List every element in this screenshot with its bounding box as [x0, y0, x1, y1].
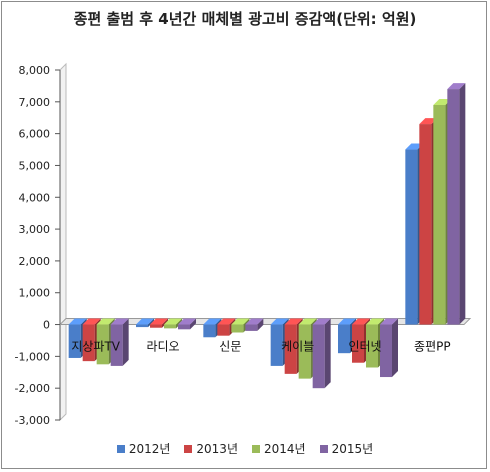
- legend-label: 2012년: [128, 442, 171, 456]
- y-tick-label: -2,000: [15, 382, 50, 395]
- bar: [68, 324, 81, 358]
- chart-title: 종편 출범 후 4년간 매체별 광고비 증감액(단위: 억원): [73, 10, 417, 28]
- legend-item: 2015년: [319, 440, 374, 457]
- y-tick-label: -1,000: [15, 350, 50, 363]
- legend-swatch: [252, 444, 260, 453]
- category-label: 종편PP: [414, 340, 451, 354]
- bar-top: [96, 318, 115, 325]
- bar-side: [148, 318, 154, 328]
- y-tick-label: 1,000: [19, 287, 51, 300]
- bar-top: [419, 118, 438, 125]
- legend-item: 2013년: [184, 440, 238, 457]
- bar-top: [352, 318, 370, 325]
- bar: [338, 324, 350, 354]
- bar: [352, 324, 364, 363]
- bar: [110, 324, 123, 366]
- bar: [366, 324, 378, 368]
- bar: [178, 324, 190, 330]
- bar-top: [178, 318, 196, 325]
- y-tick-label: 5,000: [19, 159, 51, 172]
- legend-item: 2014년: [252, 440, 306, 457]
- bar: [419, 124, 432, 325]
- bar-side: [459, 83, 466, 325]
- legend-swatch: [319, 444, 328, 453]
- bar-side: [162, 318, 168, 328]
- bar-top: [284, 318, 303, 325]
- bar-top: [164, 318, 182, 325]
- category-label: 신문: [219, 340, 241, 354]
- y-tick-label: 2,000: [19, 255, 51, 268]
- bar-side: [392, 318, 398, 378]
- chart-side-wall: [59, 62, 67, 422]
- legend-label: 2014년: [264, 442, 306, 456]
- y-tick-label: 0: [43, 319, 50, 332]
- y-tick-label: 3,000: [19, 223, 51, 236]
- bar-side: [257, 318, 264, 331]
- legend-label: 2015년: [331, 442, 374, 456]
- bar-top: [298, 318, 317, 325]
- bar-side: [190, 318, 196, 330]
- category-label: 인터넷: [348, 340, 381, 354]
- bar: [136, 324, 148, 328]
- bar: [312, 324, 325, 389]
- bar-top: [68, 318, 87, 325]
- y-tick-label: 6,000: [19, 128, 51, 141]
- bar-top: [405, 143, 424, 150]
- chart-legend: 2012년 2013년 2014년 2015년: [0, 440, 490, 457]
- legend-swatch: [116, 444, 125, 453]
- bar-side: [176, 318, 182, 329]
- bar-top: [433, 99, 452, 105]
- y-tick-label: 4,000: [19, 191, 51, 204]
- y-tick-label: 8,000: [19, 64, 51, 77]
- legend-swatch: [184, 444, 193, 453]
- bar: [298, 324, 311, 379]
- y-tick-label: 7,000: [19, 96, 51, 109]
- bar-top: [447, 83, 466, 90]
- bar: [96, 324, 109, 365]
- category-label: 지상파TV: [71, 340, 120, 354]
- bar: [447, 89, 460, 325]
- bar-top: [366, 318, 384, 325]
- bar: [245, 324, 258, 331]
- bar: [270, 324, 283, 366]
- bar: [203, 324, 216, 338]
- bar: [433, 105, 446, 325]
- category-label: 라디오: [146, 340, 179, 354]
- bar-top: [136, 318, 154, 325]
- bar-top: [217, 318, 236, 325]
- bar: [82, 324, 95, 362]
- bar-top: [312, 318, 331, 325]
- bar-side: [122, 318, 129, 366]
- bar: [150, 324, 162, 328]
- bar-side: [324, 318, 331, 389]
- bar: [380, 324, 392, 378]
- bar-top: [110, 318, 129, 325]
- bar-top: [82, 318, 101, 325]
- bar-top: [231, 318, 250, 325]
- bar: [231, 324, 244, 333]
- bar: [284, 324, 297, 374]
- y-tick-label: -3,000: [15, 414, 50, 427]
- bar-top: [150, 318, 168, 325]
- legend-item: 2012년: [116, 440, 171, 457]
- legend-label: 2013년: [196, 442, 238, 456]
- bar: [405, 149, 418, 325]
- bar-top: [203, 318, 222, 325]
- bar-top: [338, 318, 356, 325]
- bar-top: [380, 318, 398, 325]
- bar-top: [245, 318, 264, 325]
- bar-top: [270, 318, 289, 325]
- bar: [217, 324, 230, 336]
- bar: [164, 324, 176, 329]
- category-label: 케이블: [281, 340, 314, 354]
